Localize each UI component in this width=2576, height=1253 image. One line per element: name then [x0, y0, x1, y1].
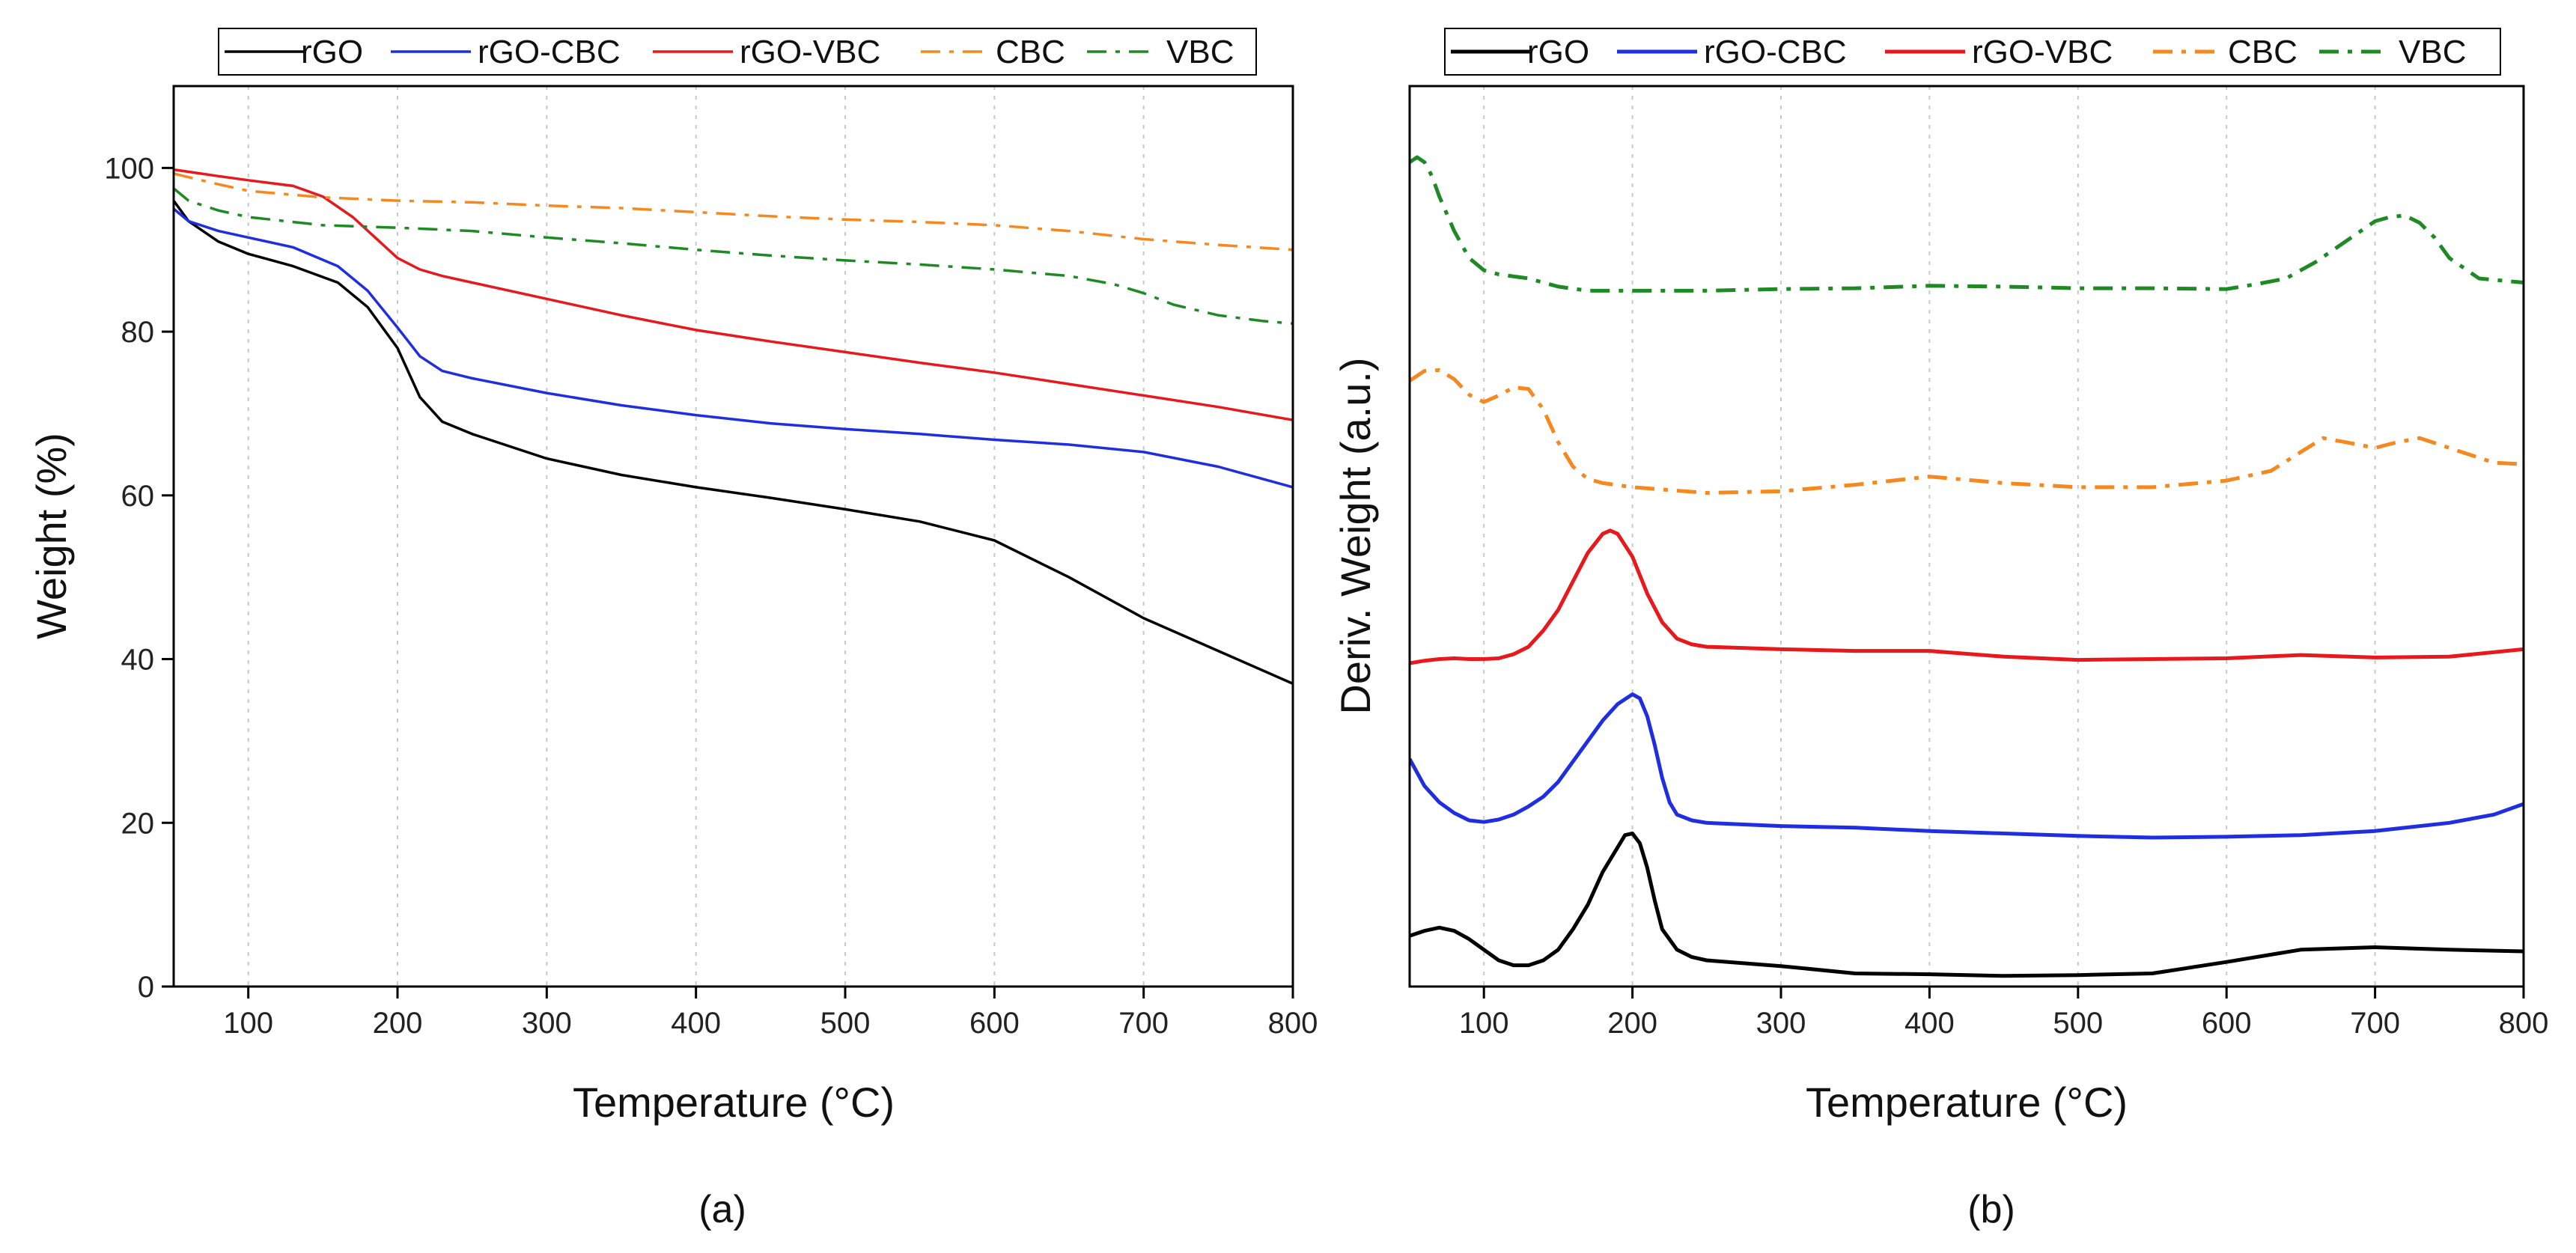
panel-a-x-tick-label-600: 600: [969, 1007, 1020, 1040]
panel-b-legend-label-cbc: CBC: [2228, 34, 2298, 70]
panel-b-legend-label-rgo: rGO: [1527, 34, 1589, 70]
panel-b-label: (b): [1967, 1188, 2015, 1231]
panel-a-series-rgo: [174, 200, 1293, 686]
panel-b-series-rgo-cbc: [1410, 692, 2524, 840]
panel-a-legend-label-rgo-vbc: rGO-VBC: [740, 34, 880, 70]
panel-a-legend: rGO rGO-CBC rGO-VBC CBC VBC: [218, 28, 1257, 76]
panel-b-legend-label-vbc: VBC: [2399, 34, 2466, 70]
panel-a-legend-label-rgo: rGO: [301, 34, 363, 70]
panel-a-x-tick-label-400: 400: [671, 1007, 721, 1040]
panel-b-x-tick-label-200: 200: [1607, 1007, 1657, 1040]
panel-b-x-tick-label-500: 500: [2053, 1007, 2103, 1040]
panel-b-x-tick-label-700: 700: [2350, 1007, 2400, 1040]
panel-b-x-tick-label-100: 100: [1459, 1007, 1509, 1040]
panel-a-x-tick-label-700: 700: [1118, 1007, 1169, 1040]
panel-b-x-tick-label-800: 800: [2499, 1007, 2549, 1040]
panel-b-series-cbc: [1410, 368, 2524, 495]
panel-a-y-tick-label-80: 80: [121, 316, 155, 349]
panel-b-series-vbc: [1410, 155, 2524, 293]
panel-a-x-tick-label-100: 100: [223, 1007, 273, 1040]
panel-b-plot-frame: [1408, 85, 2525, 988]
panel-b-x-tick-label-600: 600: [2202, 1007, 2252, 1040]
panel-b-series-rgo-vbc: [1410, 528, 2524, 665]
panel-a-series-rgo-vbc: [174, 168, 1293, 421]
panel-a-y-tick-label-40: 40: [121, 644, 155, 677]
panel-a-y-tick-label-60: 60: [121, 480, 155, 513]
panel-a-series-vbc: [174, 187, 1293, 325]
panel-a-x-tick-label-300: 300: [522, 1007, 572, 1040]
panel-b-y-axis-title: Deriv. Weight (a.u.): [1332, 357, 1379, 714]
panel-a-legend-label-vbc: VBC: [1166, 34, 1234, 70]
panel-b-series: [1410, 155, 2524, 978]
panel-a-series-rgo-cbc: [174, 207, 1293, 489]
panel-b-ticks: 100 200 300 400 500 600 700 800: [1459, 987, 2549, 1040]
panel-b-series-rgo: [1410, 832, 2524, 978]
panel-a: 100 200 300 400 500 600 700 800 0 20 40 60 80 100 rGO…: [28, 28, 1318, 1231]
panel-a-y-axis-title: Weight (%): [28, 433, 75, 639]
panel-a-grid: [247, 86, 1145, 987]
panel-b-legend-label-rgo-vbc: rGO-VBC: [1972, 34, 2113, 70]
panel-b-legend: rGO rGO-CBC rGO-VBC CBC VBC: [1444, 28, 2501, 76]
panel-b-x-axis-title: Temperature (°C): [1806, 1079, 2128, 1126]
panel-a-y-tick-label-100: 100: [104, 152, 154, 185]
panel-b-legend-label-rgo-cbc: rGO-CBC: [1704, 34, 1847, 70]
panel-b-x-tick-label-300: 300: [1756, 1007, 1806, 1040]
panel-a-y-tick-label-20: 20: [121, 807, 155, 840]
panel-a-label: (a): [698, 1188, 746, 1231]
panel-b-x-tick-label-400: 400: [1904, 1007, 1955, 1040]
panel-a-ticks: 100 200 300 400 500 600 700 800 0 20 40 60 80 100: [104, 152, 1318, 1040]
panel-a-x-tick-label-200: 200: [373, 1007, 423, 1040]
panel-b: 100 200 300 400 500 600 700 800 rGO rGO-CBC rGO-V…: [1332, 28, 2548, 1231]
panel-a-x-tick-label-500: 500: [820, 1007, 871, 1040]
panel-a-series: [174, 168, 1293, 686]
panel-a-x-axis-title: Temperature (°C): [573, 1079, 895, 1126]
panel-a-y-tick-label-0: 0: [138, 971, 154, 1004]
panel-a-legend-label-cbc: CBC: [996, 34, 1065, 70]
panel-a-plot-frame: [172, 85, 1294, 988]
panel-a-series-cbc: [174, 172, 1293, 251]
panel-a-legend-label-rgo-cbc: rGO-CBC: [478, 34, 621, 70]
panel-a-x-tick-label-800: 800: [1268, 1007, 1318, 1040]
